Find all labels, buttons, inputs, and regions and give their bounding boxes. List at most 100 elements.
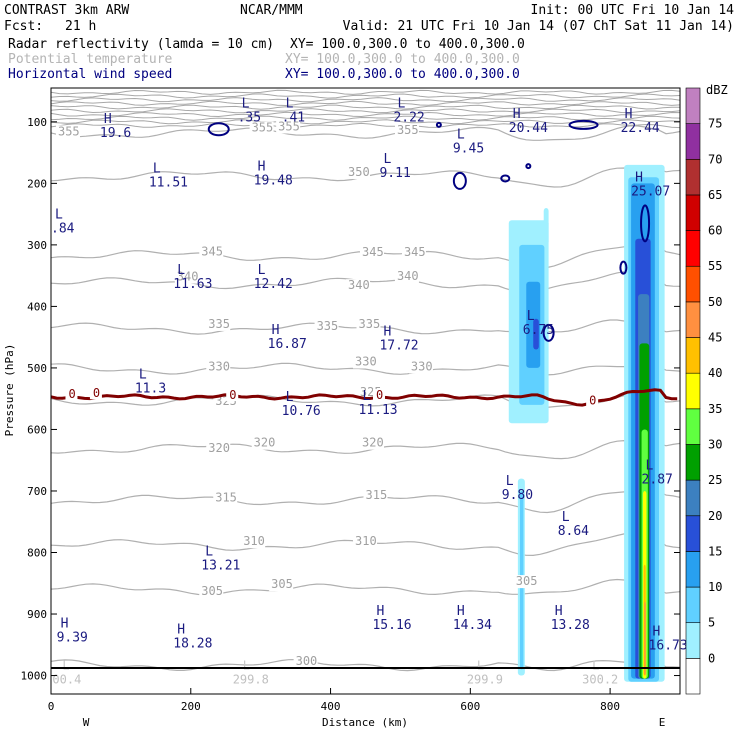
extremum-value: 14.34 <box>453 618 492 633</box>
theta-line-320 <box>50 439 681 460</box>
extremum-value: 13.28 <box>551 618 590 633</box>
colorbar-level: 20 <box>708 509 722 523</box>
field-wind-xy: XY= 100.0,300.0 to 400.0,300.0 <box>285 67 520 82</box>
theta-label-bg <box>346 165 371 179</box>
extremum-value: 19.6 <box>100 126 131 141</box>
colorbar-level: 15 <box>708 544 722 558</box>
theta-label-bg <box>353 355 378 369</box>
colorbar-swatch <box>685 230 701 267</box>
wind-speed-contours <box>207 119 651 342</box>
strat-theta-line <box>50 108 681 114</box>
theta-line-355 <box>50 125 681 141</box>
surface-theta-value: 00.4 <box>52 673 81 687</box>
strat-theta-line <box>50 104 681 110</box>
theta-line-305 <box>50 578 681 596</box>
theta-label: 305 <box>516 574 538 588</box>
theta-label-bg <box>293 655 318 669</box>
strat-theta-line <box>50 93 681 99</box>
reflectivity-cell <box>533 318 539 350</box>
extremum-value: 9.39 <box>57 631 88 646</box>
y-tick-label: 400 <box>27 300 47 313</box>
theta-label: 335 <box>208 317 230 331</box>
extremum-value: 13.21 <box>201 559 240 574</box>
extremum-type: H <box>177 623 185 638</box>
surface-L: L <box>243 659 250 673</box>
theta-label: 355 <box>278 119 300 133</box>
extremum-value: 11.13 <box>359 403 398 418</box>
field-reflectivity-xy: XY= 100.0,300.0 to 400.0,300.0 <box>290 37 525 52</box>
extremum-value: 11.3 <box>135 381 166 396</box>
extremum-value: 11.51 <box>149 175 188 190</box>
extremum-value: 15.16 <box>372 618 411 633</box>
zero-label-bg <box>65 387 78 400</box>
theta-label: 300 <box>296 654 318 668</box>
strat-theta-line <box>50 89 681 95</box>
extremum-type: H <box>555 604 563 619</box>
theta-label-bg <box>394 269 419 283</box>
theta-label-bg <box>269 578 294 592</box>
y-tick-label: 700 <box>27 485 47 498</box>
y-axis: 100 200 300 400 500 600 700 800 900 1000 <box>21 116 680 683</box>
colorbar-level: 35 <box>708 402 722 416</box>
extremum-type: L <box>527 309 535 324</box>
field-reflectivity-name: Radar reflectivity (lamda = 10 cm) <box>8 37 274 52</box>
extremum-value: 16.87 <box>268 337 307 352</box>
theta-label: 355 <box>397 123 419 137</box>
x-axis-west-label: W <box>83 716 90 729</box>
theta-label: 345 <box>404 245 426 259</box>
wind-contour <box>619 260 628 275</box>
extremum-type: L <box>55 207 63 222</box>
zero-label-bg <box>226 389 239 402</box>
theta-label-bg <box>206 317 231 331</box>
zero-label: 0 <box>376 388 383 402</box>
fcst-value: 21 h <box>65 19 96 34</box>
colorbar-level: 25 <box>708 473 722 487</box>
colorbar-swatch <box>685 87 701 124</box>
model-title: CONTRAST 3km ARW <box>4 3 129 18</box>
valid-time: Valid: 21 UTC Fri 10 Jan 14 (07 ChT Sat … <box>343 19 734 34</box>
colorbar-swatch <box>685 444 701 481</box>
extremum-type: L <box>139 367 147 382</box>
strat-theta-line <box>50 100 681 107</box>
colorbar-level: 40 <box>708 366 722 380</box>
init-time: Init: 00 UTC Fri 10 Jan 14 <box>531 3 735 18</box>
theta-label-bg <box>356 317 381 331</box>
org-label: NCAR/MMM <box>240 3 303 18</box>
extremum-type: L <box>258 263 266 278</box>
theta-label: 350 <box>348 165 370 179</box>
theta-label: 310 <box>243 534 265 548</box>
colorbar-level: 75 <box>708 117 722 131</box>
theta-label-bg <box>353 535 378 549</box>
theta-label: 305 <box>271 577 293 591</box>
extremum-type: H <box>513 107 521 122</box>
theta-line-330 <box>50 362 681 376</box>
y-tick-label: 500 <box>27 362 47 375</box>
zero-label-bg <box>89 387 102 400</box>
colorbar-swatch <box>685 123 701 160</box>
theta-label: 320 <box>362 436 384 450</box>
colorbar-level: 60 <box>708 224 722 238</box>
x-axis-title: Distance (km) <box>322 716 408 729</box>
x-tick-label: 0 <box>48 700 55 713</box>
theta-label: 315 <box>215 490 237 504</box>
extremum-type: L <box>242 97 250 112</box>
strat-theta-line <box>50 111 681 118</box>
surface-theta-value: 300.2 <box>582 673 618 687</box>
theta-label-bg <box>174 270 199 284</box>
theta-label-bg <box>249 121 274 135</box>
zero-label-bg <box>372 389 385 402</box>
extremum-value: 6.75 <box>523 323 554 338</box>
strat-theta-line <box>50 115 681 121</box>
wind-contour <box>568 119 599 130</box>
theta-label-bg <box>360 245 385 259</box>
extremum-value: 9.11 <box>379 166 410 181</box>
extremum-value: 22.44 <box>621 121 660 136</box>
extremum-type: H <box>61 617 69 632</box>
surface-theta-value: 299.8 <box>233 673 269 687</box>
zero-isotherm-line <box>50 388 678 407</box>
colorbar-title: dBZ <box>706 83 728 97</box>
x-axis: 0 200 400 600 800 <box>48 688 620 713</box>
reflectivity-cell <box>543 207 549 245</box>
theta-label: 335 <box>359 317 381 331</box>
